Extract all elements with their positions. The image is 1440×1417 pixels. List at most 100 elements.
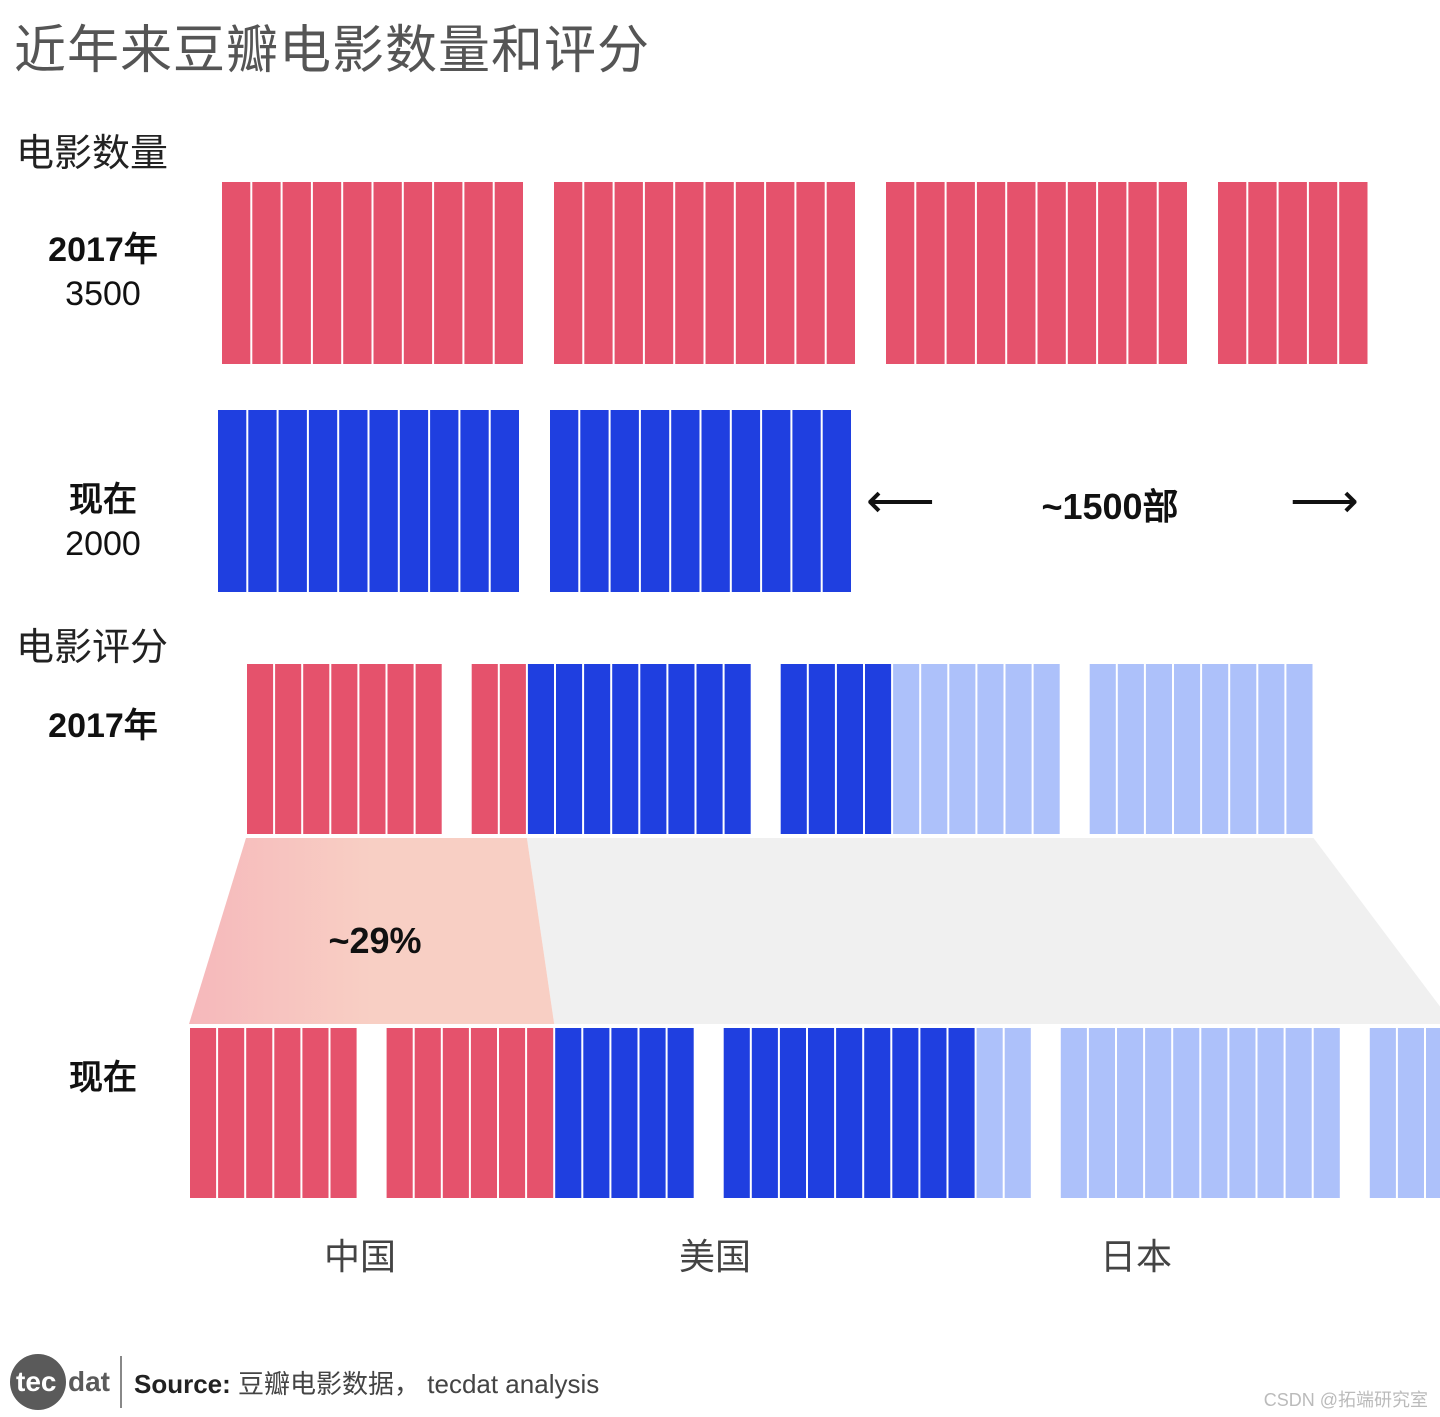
rating-strip-china — [247, 664, 274, 834]
count-bar-now — [731, 410, 761, 592]
count-bar-now — [218, 410, 247, 592]
rating-strip-china — [275, 664, 302, 834]
rating-strip-japan — [1286, 664, 1313, 834]
rating-strip-japan — [893, 664, 920, 834]
count-bar-2017 — [1248, 182, 1277, 364]
count-bar-now — [792, 410, 821, 592]
rating-strip-china — [442, 1028, 469, 1198]
row-label-value: 2000 — [65, 525, 141, 563]
rating-strip-japan — [977, 664, 1004, 834]
rating-strip-usa — [639, 1028, 666, 1198]
tecdat-logo: tec — [10, 1354, 66, 1410]
count-bar-2017 — [735, 182, 765, 364]
country-label-usa: 美国 — [678, 1236, 751, 1277]
count-bar-2017 — [252, 182, 281, 364]
row-label-value: 3500 — [65, 275, 141, 313]
rating-strip-usa — [555, 1028, 582, 1198]
count-bar-2017 — [403, 182, 433, 364]
count-bar-2017 — [1308, 182, 1338, 364]
rating-strip-china — [330, 1028, 357, 1198]
rating-strip-japan — [1117, 1028, 1144, 1198]
count-bar-2017 — [584, 182, 613, 364]
count-bar-2017 — [222, 182, 251, 364]
count-bar-now — [339, 410, 368, 592]
section-rating-title: 电影评分 — [16, 627, 169, 669]
rating-strip-usa — [836, 1028, 863, 1198]
count-bar-now — [762, 410, 791, 592]
count-bar-now — [640, 410, 670, 592]
source-text: 豆瓣电影数据， tecdat analysis — [230, 1368, 600, 1399]
rating-strip-japan — [1285, 1028, 1312, 1198]
rating-strip-china — [246, 1028, 273, 1198]
count-bar-2017 — [614, 182, 643, 364]
count-bar-2017 — [796, 182, 825, 364]
country-label-china: 中国 — [323, 1236, 396, 1277]
source-label: Source: — [134, 1368, 231, 1399]
rating-strip-china — [218, 1028, 245, 1198]
count-bar-2017 — [976, 182, 1006, 364]
row-label-year: 现在 — [69, 481, 137, 519]
rating-strip-usa — [780, 664, 807, 834]
logo-text-rest: dat — [68, 1366, 110, 1397]
rating-strip-usa — [779, 1028, 806, 1198]
rating-strip-usa — [612, 664, 639, 834]
count-bar-2017 — [373, 182, 402, 364]
count-bar-now — [278, 410, 307, 592]
count-bar-2017 — [464, 182, 493, 364]
rating-strip-japan — [1005, 664, 1032, 834]
rating-strip-japan — [1089, 664, 1116, 834]
count-bar-now — [430, 410, 459, 592]
count-bar-2017 — [916, 182, 945, 364]
count-bar-2017 — [554, 182, 583, 364]
count-bar-now — [369, 410, 398, 592]
rating-strip-japan — [1257, 1028, 1284, 1198]
rating-strip-japan — [1313, 1028, 1340, 1198]
logo-text: tec — [16, 1366, 57, 1397]
rating-strip-japan — [1088, 1028, 1115, 1198]
rating-strip-japan — [1230, 664, 1257, 834]
count-bar-2017 — [282, 182, 311, 364]
rating-strip-china — [470, 1028, 497, 1198]
arrow-left-icon: ⟵ — [866, 475, 935, 528]
rating-strip-china — [414, 1028, 441, 1198]
rating-strip-usa — [667, 1028, 694, 1198]
source-note: Source: 豆瓣电影数据， tecdat analysis — [134, 1364, 599, 1401]
footer-divider — [120, 1356, 122, 1408]
rating-strip-japan — [1173, 1028, 1200, 1198]
count-bar-2017 — [826, 182, 855, 364]
rating-strip-china — [499, 1028, 526, 1198]
section-count-title: 电影数量 — [16, 133, 169, 175]
count-bar-2017 — [1007, 182, 1036, 364]
count-bar-now — [490, 410, 519, 592]
rating-strip-japan — [1229, 1028, 1256, 1198]
rating-strip-usa — [584, 664, 611, 834]
percent-label: ~29% — [328, 920, 422, 961]
count-bar-2017 — [312, 182, 342, 364]
rating-strip-japan — [1145, 664, 1172, 834]
count-bar-now — [671, 410, 700, 592]
rating-strip-usa — [892, 1028, 919, 1198]
rating-strip-japan — [1145, 1028, 1172, 1198]
count-bar-2017 — [946, 182, 975, 364]
rating-strip-china — [331, 664, 358, 834]
rating-strip-japan — [1174, 664, 1201, 834]
rating-strip-japan — [1202, 664, 1229, 834]
rating-strip-japan — [1258, 664, 1285, 834]
row-label-rating-2017: 2017年 — [3, 704, 203, 748]
rating-strip-usa — [640, 664, 667, 834]
rating-strip-japan — [1060, 1028, 1087, 1198]
count-bar-2017 — [1098, 182, 1127, 364]
rating-strip-usa — [556, 664, 583, 834]
rating-strip-japan — [1117, 664, 1144, 834]
rating-strip-usa — [723, 1028, 750, 1198]
rating-strip-china — [499, 664, 526, 834]
count-bar-now — [822, 410, 851, 592]
rating-strip-usa — [668, 664, 695, 834]
rating-strip-japan — [1004, 1028, 1031, 1198]
count-bar-now — [308, 410, 338, 592]
rating-strip-usa — [583, 1028, 610, 1198]
row-label-year: 2017年 — [48, 707, 158, 745]
chart-title: 近年来豆瓣电影数量和评分 — [14, 22, 651, 80]
connector-band-china — [189, 838, 555, 1024]
